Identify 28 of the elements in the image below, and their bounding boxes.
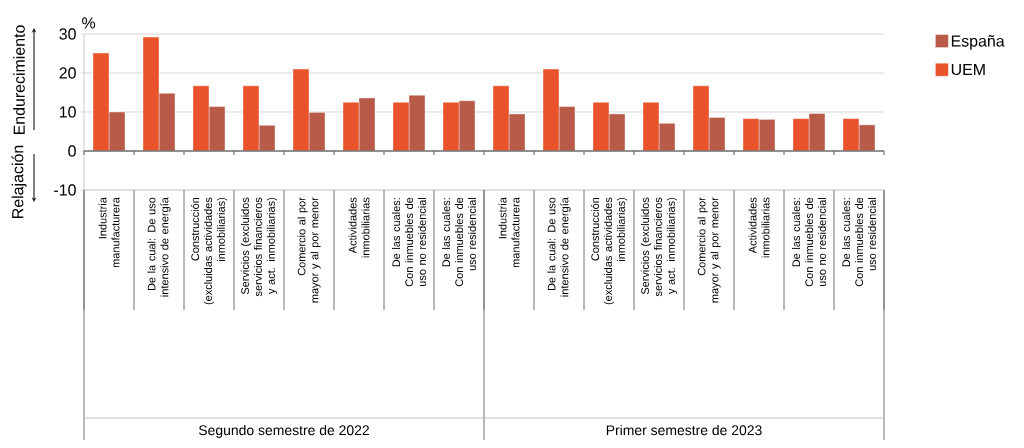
x-tick-label: Actividades inmobiliarias [748,197,770,258]
text: Segundo semestre de 2022 [198,424,369,438]
x-tick-label: De las cuales: Con inmuebles de uso no residencial [392,197,426,287]
x-tick-label: De la cual: De uso intensivo de energía [547,197,571,297]
x-tick-label: Construcción (excluidas actividades inmobiliarias) [590,197,628,305]
x-tick-label: Comercio al por mayor y al por menor [297,197,321,303]
legend-label: España [951,35,1005,50]
x-tick-label: Construcción (excluidas actividades inmobiliarias) [190,197,228,305]
x-tick-label: Industria manufacturera [98,197,120,268]
x-tick-label: Servicios (excluidos servicios financieros y act. inmobiliarias) [640,197,678,297]
y-tick-label: 20 [59,67,76,79]
text: Endurecimiento [13,25,25,135]
x-tick-label: Actividades inmobiliarias [348,197,370,258]
x-tick-label: De la cual: De uso intensivo de energía [147,197,171,297]
x-tick-label: De las cuales: Con inmuebles de uso residencial [442,197,476,287]
y-tick-label: 10 [59,106,76,118]
legend-label: UEM [951,63,985,76]
x-tick-label: De las cuales: Con inmuebles de uso residencial [842,197,876,287]
x-tick-label: Servicios (excluidos servicios financieros y act. inmobiliarias) [240,197,278,297]
y-tick-label: 0 [68,145,76,157]
x-tick-label: De las cuales: Con inmuebles de uso no residencial [792,197,826,287]
x-tick-label: Comercio al por mayor y al por menor [697,197,721,303]
y-tick-label: 30 [59,28,76,40]
x-tick-label: Industria manufacturera [498,197,520,268]
y-tick-label: -10 [54,184,76,196]
text: Primer semestre de 2023 [606,424,762,436]
y-axis-title: % [82,17,96,29]
text: Relajación [11,145,27,218]
